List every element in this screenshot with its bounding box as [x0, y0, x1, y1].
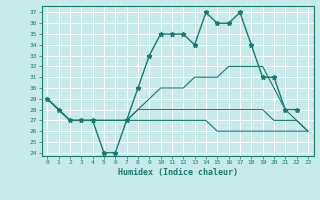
X-axis label: Humidex (Indice chaleur): Humidex (Indice chaleur)	[118, 168, 237, 177]
